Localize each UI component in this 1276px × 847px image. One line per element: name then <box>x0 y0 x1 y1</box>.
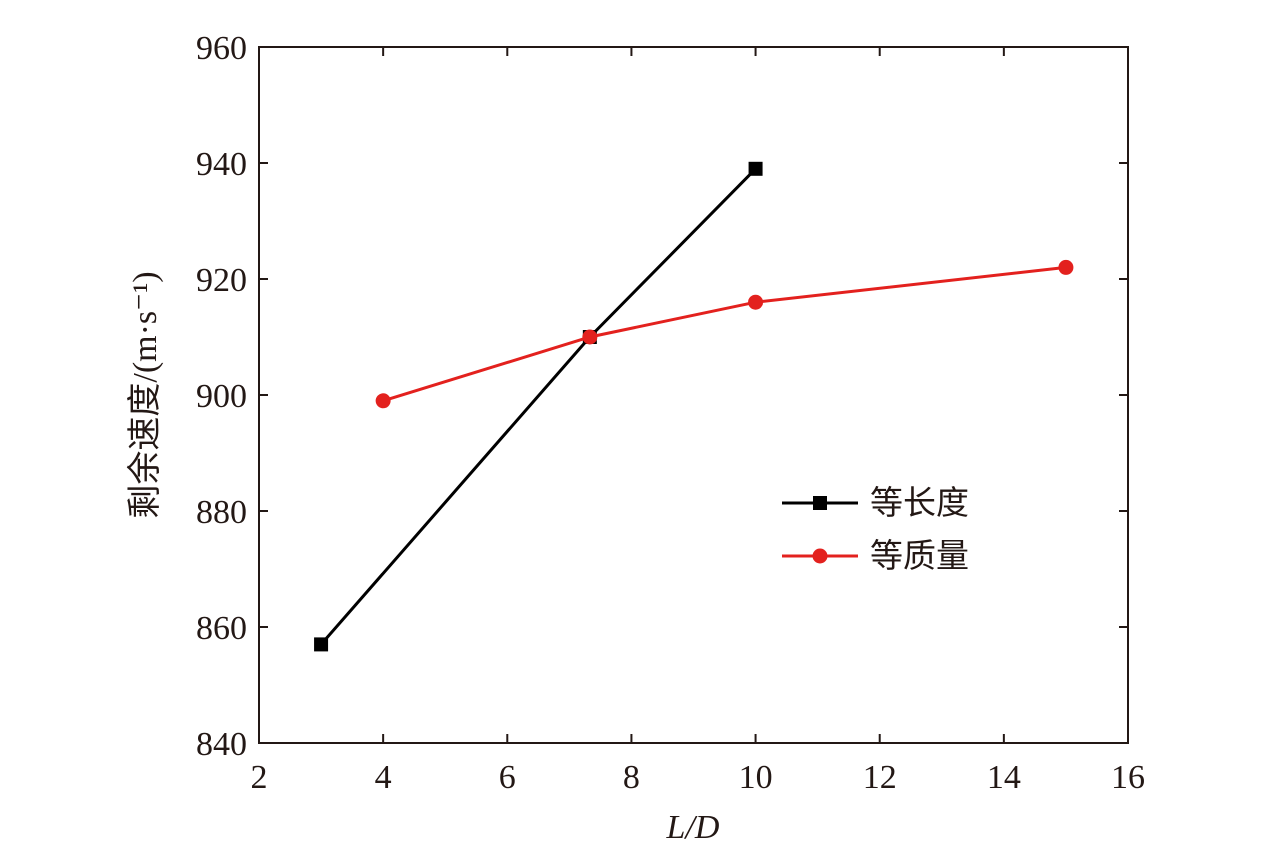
y-tick-label: 920 <box>196 262 247 299</box>
y-tick-label: 900 <box>196 378 247 415</box>
x-tick-label: 10 <box>739 759 773 796</box>
data-point-series-1 <box>748 161 763 176</box>
data-point-series-2 <box>375 393 391 409</box>
data-point-series-2 <box>1058 259 1074 275</box>
x-tick-label: 12 <box>863 759 897 796</box>
data-point-series-2 <box>748 294 764 310</box>
x-tick-label: 8 <box>623 759 640 796</box>
y-axis-title: 剩余速度/(m·s⁻¹) <box>126 271 164 518</box>
legend-marker-series-2 <box>812 548 828 564</box>
y-tick-label: 960 <box>196 30 247 67</box>
legend-label-series-2: 等质量 <box>870 536 969 575</box>
data-point-series-1 <box>314 637 329 652</box>
series-layer <box>314 161 1074 652</box>
y-tick-label: 880 <box>196 494 247 531</box>
legend-marker-series-1 <box>813 496 827 510</box>
plot-area-frame <box>258 46 1129 744</box>
x-tick-label: 14 <box>987 759 1021 796</box>
y-tick-label: 860 <box>196 610 247 647</box>
series-line-2 <box>382 265 1067 403</box>
x-axis-title: L/D <box>666 809 720 846</box>
data-point-series-2 <box>582 329 598 345</box>
axis-ticks <box>258 46 1129 744</box>
legend: 等长度 等质量 <box>782 483 969 575</box>
x-tick-label: 16 <box>1111 759 1145 796</box>
y-tick-label: 840 <box>196 726 247 763</box>
x-tick-label: 2 <box>251 759 268 796</box>
x-tick-label: 6 <box>499 759 516 796</box>
legend-label-series-1: 等长度 <box>870 483 969 522</box>
x-tick-label: 4 <box>375 759 392 796</box>
tick-labels: 2 4 6 8 10 12 14 16 840 860 880 900 920 940 960 <box>196 30 1145 796</box>
y-tick-label: 940 <box>196 146 247 183</box>
